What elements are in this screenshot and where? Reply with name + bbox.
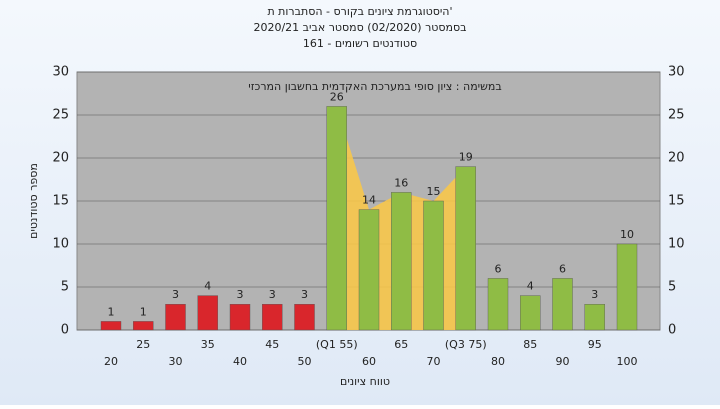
value-label: 4 (204, 280, 211, 293)
title-line: היסטוגרמת ציונים בקורס - הסתברות ת' (267, 5, 452, 18)
x-tick-label: 45 (265, 338, 279, 351)
y2-tick-label: 10 (668, 237, 685, 252)
x-tick-label: 25 (136, 338, 150, 351)
bar (616, 243, 638, 331)
value-label: 6 (495, 262, 502, 275)
value-label: 3 (591, 288, 598, 301)
value-label: 1 (108, 305, 115, 318)
bar (423, 200, 444, 331)
value-label: 3 (269, 288, 276, 301)
bar (520, 295, 541, 331)
x-tick-label: 20 (104, 355, 118, 368)
x-tick-label: 40 (233, 355, 247, 368)
bar (552, 278, 573, 331)
bar (455, 166, 476, 331)
value-label: 3 (237, 288, 244, 301)
value-label: 6 (559, 262, 566, 275)
y-tick-label: 30 (52, 65, 69, 80)
y2-tick-label: 30 (668, 65, 685, 80)
bar (326, 106, 347, 331)
y2-tick-label: 5 (668, 280, 676, 295)
y-tick-label: 0 (61, 323, 69, 338)
x-tick-label: 80 (491, 355, 505, 368)
bar (391, 192, 412, 331)
bar (262, 304, 283, 331)
x-axis-label: טווח ציונים (340, 375, 390, 388)
value-label: 19 (459, 151, 473, 164)
value-label: 14 (362, 194, 376, 207)
x-tick-label: 35 (201, 338, 215, 351)
y-axis-label: מספר סטודנטים (27, 163, 40, 239)
y2-tick-label: 25 (668, 108, 685, 123)
bar (100, 321, 122, 331)
annotation: במשימה : ציון סופי במערכת האקדמית בחשבון… (248, 80, 502, 93)
x-tick-label: (Q3 75) (445, 338, 487, 351)
x-tick-label: 50 (298, 355, 312, 368)
y-tick-label: 15 (52, 194, 69, 209)
value-label: 10 (620, 228, 634, 241)
bar (197, 295, 218, 331)
x-tick-label: 85 (523, 338, 537, 351)
title-line: סטודנטים רשומים - 161 (303, 37, 417, 50)
x-tick-label: 90 (556, 355, 570, 368)
x-tick-label: (Q1 55) (316, 338, 358, 351)
bar (165, 304, 186, 331)
value-label: 16 (394, 176, 408, 189)
y2-tick-label: 15 (668, 194, 685, 209)
bar (133, 321, 154, 331)
bar (294, 304, 315, 331)
bar (358, 209, 380, 331)
y-tick-label: 5 (61, 280, 69, 295)
y-tick-label: 20 (52, 151, 69, 166)
value-label: 15 (427, 185, 441, 198)
y2-tick-label: 20 (668, 151, 685, 166)
y-tick-label: 25 (52, 108, 69, 123)
bar (584, 304, 605, 331)
value-label: 26 (330, 90, 344, 103)
y-tick-label: 10 (52, 237, 69, 252)
x-tick-label: 65 (394, 338, 408, 351)
bar (229, 304, 251, 331)
title-line: בסמסטר (02/2020) סמסטר אביב 2020/21 (253, 21, 466, 34)
y2-tick-label: 0 (668, 323, 676, 338)
x-tick-label: 60 (362, 355, 376, 368)
value-label: 3 (172, 288, 179, 301)
x-tick-label: 30 (169, 355, 183, 368)
value-label: 1 (140, 305, 147, 318)
x-tick-label: 100 (617, 355, 638, 368)
bar (487, 278, 509, 331)
x-tick-label: 95 (588, 338, 602, 351)
value-label: 3 (301, 288, 308, 301)
x-tick-label: 70 (427, 355, 441, 368)
value-label: 4 (527, 280, 534, 293)
